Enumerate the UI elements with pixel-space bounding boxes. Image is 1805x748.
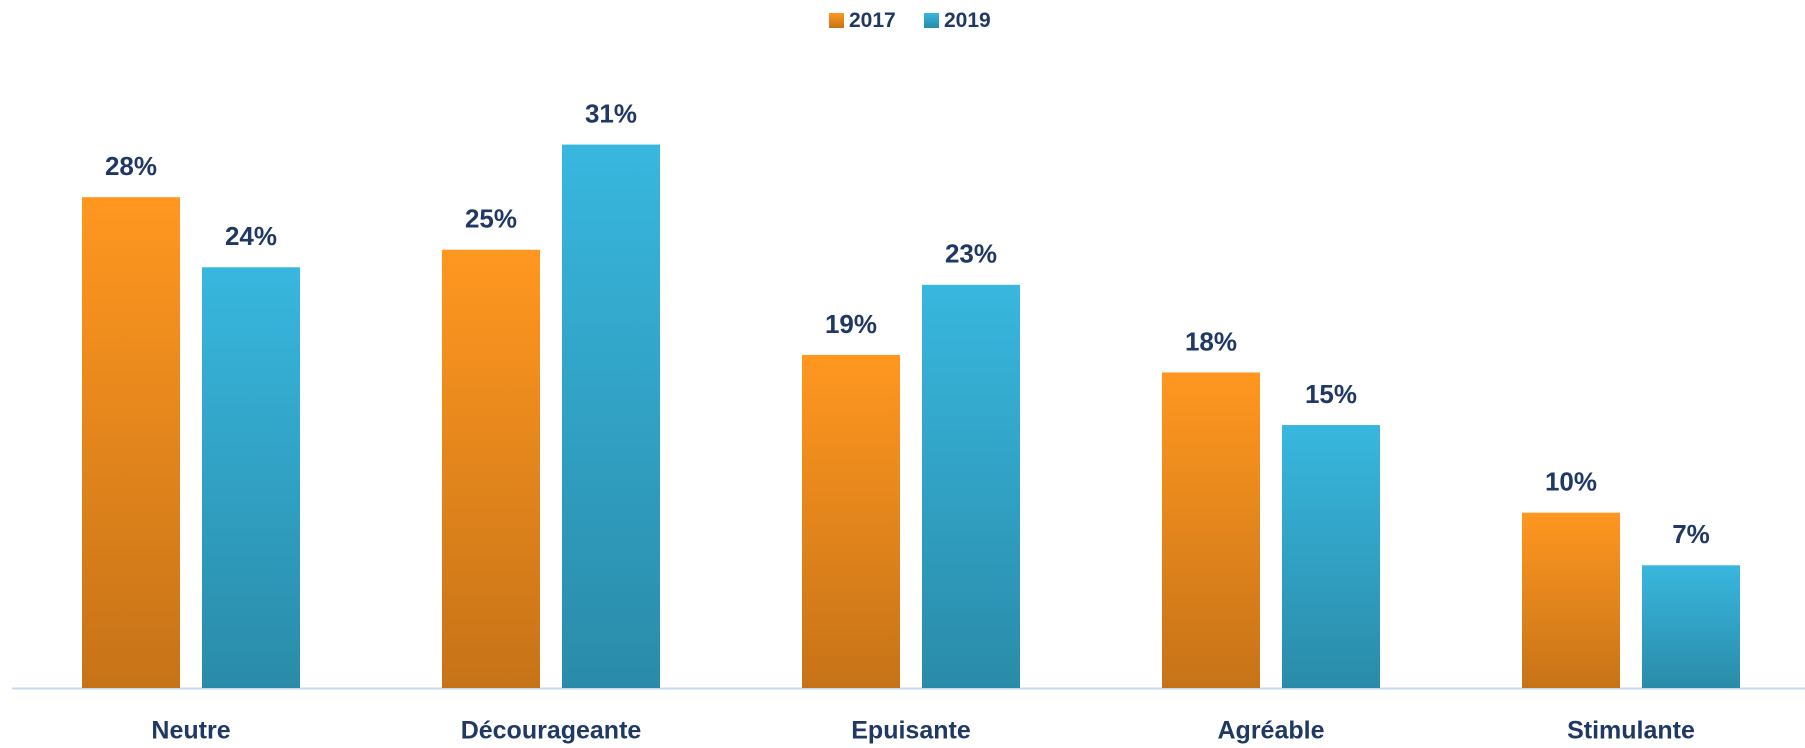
bar: [442, 249, 540, 688]
x-tick-label: Epuisante: [851, 717, 971, 745]
value-label: 7%: [1672, 519, 1710, 549]
bar: [1282, 425, 1380, 688]
bar: [1162, 372, 1260, 688]
bar: [802, 354, 900, 688]
legend-swatch: [924, 13, 939, 28]
value-label: 10%: [1545, 467, 1597, 497]
legend-label: 2017: [849, 9, 896, 32]
bar: [202, 267, 300, 688]
x-tick-label: Décourageante: [461, 717, 642, 745]
legend-label: 2019: [944, 9, 991, 32]
legend-swatch: [829, 13, 844, 28]
x-tick-label: Stimulante: [1567, 717, 1695, 745]
bar: [1522, 512, 1620, 688]
x-tick-label: Neutre: [151, 717, 230, 745]
bar: [562, 144, 660, 688]
value-label: 18%: [1185, 326, 1237, 356]
value-label: 23%: [945, 239, 997, 269]
value-label: 15%: [1305, 379, 1357, 409]
bar: [922, 284, 1020, 688]
value-label: 31%: [585, 98, 637, 128]
bar: [82, 197, 180, 688]
value-label: 19%: [825, 309, 877, 339]
value-label: 28%: [105, 151, 157, 181]
value-label: 25%: [465, 204, 517, 234]
value-label: 24%: [225, 221, 277, 251]
x-tick-label: Agréable: [1218, 717, 1325, 745]
bar: [1642, 565, 1740, 688]
